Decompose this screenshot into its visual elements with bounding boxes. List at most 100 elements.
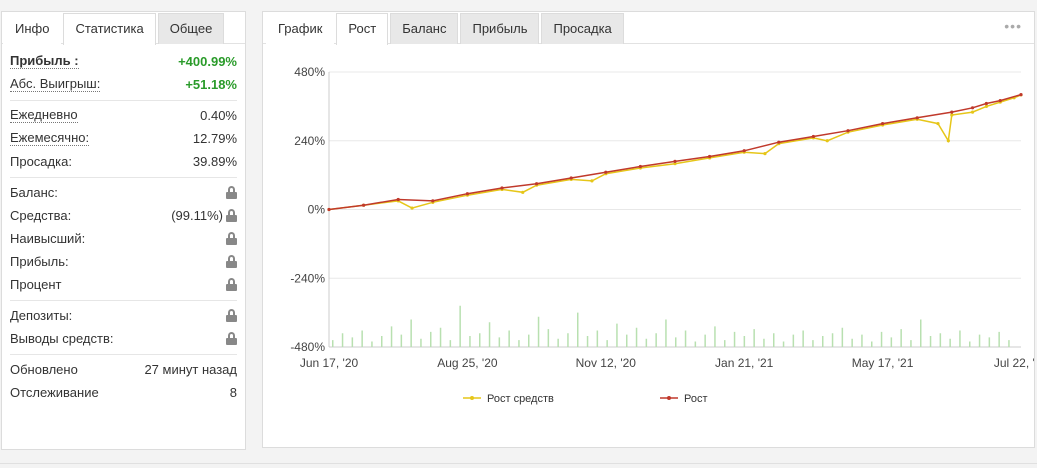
tab-chart[interactable]: График bbox=[266, 13, 335, 44]
volume-bar bbox=[822, 336, 824, 347]
statistics-panel: Инфо Статистика Общее Прибыль : +400.99%… bbox=[1, 11, 246, 450]
series-line bbox=[328, 94, 1022, 211]
equity-row: Средства: (99.11%) bbox=[10, 204, 237, 227]
volume-bar bbox=[910, 340, 912, 347]
volume-bar bbox=[655, 333, 657, 347]
divider bbox=[10, 100, 237, 101]
series-point bbox=[984, 101, 989, 106]
volume-bar bbox=[332, 340, 334, 347]
lock-icon bbox=[226, 186, 237, 199]
lock-icon bbox=[226, 209, 237, 222]
legend-label: Рост средств bbox=[487, 393, 554, 405]
monthly-row: Ежемесячно: 12.79% bbox=[10, 127, 237, 150]
volume-bar bbox=[400, 334, 403, 347]
profit-label[interactable]: Прибыль : bbox=[10, 53, 79, 69]
volume-bar bbox=[381, 336, 383, 347]
volume-bar bbox=[341, 333, 344, 347]
volume-bar bbox=[802, 330, 804, 347]
tab-growth[interactable]: Рост bbox=[336, 13, 389, 45]
daily-value: 0.40% bbox=[200, 108, 237, 123]
series-point bbox=[998, 99, 1002, 103]
volume-bar bbox=[684, 330, 687, 347]
left-tab-bar: Инфо Статистика Общее bbox=[2, 12, 245, 45]
series-point bbox=[950, 110, 954, 114]
volume-bar bbox=[929, 336, 932, 347]
deposits-row: Депозиты: bbox=[10, 304, 237, 327]
volume-bar bbox=[675, 337, 677, 347]
series-point bbox=[604, 170, 608, 174]
lock-icon bbox=[226, 278, 237, 291]
daily-label[interactable]: Ежедневно bbox=[10, 107, 78, 123]
divider bbox=[0, 463, 1037, 464]
volume-bar bbox=[978, 334, 981, 347]
lock-icon bbox=[226, 255, 237, 268]
tab-info[interactable]: Инфо bbox=[3, 13, 62, 44]
volume-bar bbox=[547, 329, 550, 347]
equity-value: (99.11%) bbox=[171, 208, 223, 223]
divider bbox=[10, 354, 237, 355]
drawdown-label: Просадка: bbox=[10, 154, 72, 169]
series-point bbox=[673, 159, 677, 163]
tab-balance[interactable]: Баланс bbox=[390, 13, 459, 44]
volume-bar bbox=[645, 338, 648, 347]
monthly-label[interactable]: Ежемесячно: bbox=[10, 130, 90, 146]
series-point bbox=[777, 140, 781, 144]
volume-bar bbox=[469, 336, 471, 347]
lock-icon bbox=[226, 332, 237, 345]
equity-label: Средства: bbox=[10, 208, 72, 223]
series-point bbox=[431, 199, 435, 203]
percent-label: Процент bbox=[10, 277, 62, 292]
series-point bbox=[950, 113, 954, 117]
series-point bbox=[846, 129, 850, 133]
series-point bbox=[535, 182, 539, 186]
tab-drawdown[interactable]: Просадка bbox=[541, 13, 624, 44]
series-point bbox=[673, 162, 677, 166]
volume-bar bbox=[537, 316, 540, 347]
balance-label: Баланс: bbox=[10, 185, 58, 200]
volume-bar bbox=[586, 336, 589, 347]
volume-bar bbox=[851, 338, 853, 347]
series-point bbox=[396, 197, 400, 202]
abs-gain-label[interactable]: Абс. Выигрыш: bbox=[10, 76, 101, 92]
series-point bbox=[327, 207, 331, 212]
daily-row: Ежедневно 0.40% bbox=[10, 104, 237, 127]
volume-bar bbox=[616, 323, 618, 347]
volume-bar bbox=[488, 322, 491, 347]
volume-bar bbox=[557, 338, 559, 347]
volume-bar bbox=[567, 333, 569, 347]
series-point bbox=[708, 154, 712, 159]
volume-bar bbox=[694, 341, 697, 347]
series-point bbox=[1019, 93, 1023, 97]
tracking-value: 8 bbox=[229, 385, 237, 400]
withdrawals-label: Выводы средств: bbox=[10, 331, 114, 346]
volume-bar bbox=[371, 341, 373, 347]
volume-bar bbox=[577, 312, 579, 347]
tab-statistics[interactable]: Статистика bbox=[63, 13, 156, 45]
chart-panel: График Рост Баланс Прибыль Просадка ••• … bbox=[262, 11, 1035, 448]
x-tick-label: Jan 21, '21 bbox=[715, 356, 774, 370]
legend-marker bbox=[470, 396, 474, 400]
volume-bar bbox=[920, 319, 922, 347]
x-tick-label: Jun 17, '20 bbox=[300, 356, 359, 370]
balance-row: Баланс: bbox=[10, 181, 237, 204]
drawdown-row: Просадка: 39.89% bbox=[10, 150, 237, 173]
abs-gain-row: Абс. Выигрыш: +51.18% bbox=[10, 73, 237, 96]
deposits-label: Депозиты: bbox=[10, 308, 73, 323]
tab-general[interactable]: Общее bbox=[157, 13, 225, 44]
series-point bbox=[946, 139, 950, 143]
volume-bar bbox=[773, 333, 775, 347]
volume-bar bbox=[969, 341, 971, 347]
more-menu-icon[interactable]: ••• bbox=[1004, 18, 1022, 34]
tab-profit[interactable]: Прибыль bbox=[460, 13, 540, 44]
legend-marker bbox=[667, 396, 671, 400]
volume-bar bbox=[459, 305, 461, 347]
series-point bbox=[811, 134, 816, 139]
series-point bbox=[742, 149, 746, 153]
x-tick-label: Jul 22, '21 bbox=[994, 356, 1034, 370]
volume-bar bbox=[753, 329, 755, 347]
series-point bbox=[984, 104, 989, 108]
stats-list: Прибыль : +400.99% Абс. Выигрыш: +51.18%… bbox=[2, 50, 245, 404]
volume-bar bbox=[841, 327, 844, 347]
volume-bar bbox=[635, 327, 638, 347]
volume-bar bbox=[665, 319, 667, 347]
